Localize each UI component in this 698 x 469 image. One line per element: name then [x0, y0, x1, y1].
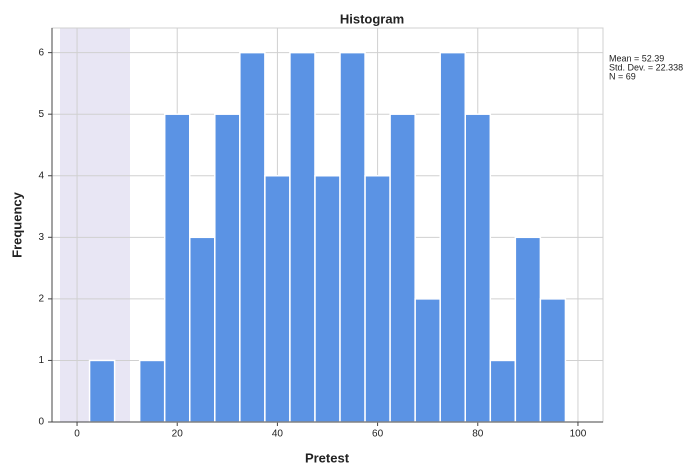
bar	[364, 175, 391, 423]
bar	[514, 236, 542, 423]
y-tick-label: 4	[38, 170, 44, 181]
bar	[189, 236, 216, 423]
y-tick-label: 5	[38, 109, 44, 120]
bar	[239, 51, 266, 423]
bar	[339, 51, 366, 423]
bar	[163, 113, 191, 423]
x-tick-label: 20	[172, 429, 184, 440]
x-tick-label: 0	[74, 429, 80, 440]
y-tick-label: 2	[38, 294, 44, 305]
bar	[289, 51, 316, 423]
chart-title: Histogram	[340, 11, 404, 26]
watermark-band	[60, 28, 130, 422]
bar	[138, 359, 166, 423]
bar	[264, 175, 291, 423]
bar	[389, 113, 416, 423]
bar	[489, 359, 517, 423]
y-tick-label: 3	[38, 232, 44, 243]
stat-text: Std. Dev. = 22.338	[609, 62, 683, 72]
x-tick-label: 100	[570, 429, 587, 440]
y-axis-label: Frequency	[9, 191, 24, 258]
x-axis-label: Pretest	[305, 450, 350, 465]
bar	[464, 113, 492, 423]
y-tick-label: 0	[38, 417, 44, 428]
x-tick-label: 80	[472, 429, 484, 440]
y-tick-label: 6	[38, 47, 44, 58]
bar	[214, 113, 241, 423]
bar	[414, 298, 441, 423]
stat-text: Mean = 52.39	[609, 53, 664, 63]
bar	[539, 298, 567, 423]
x-tick-label: 40	[272, 429, 284, 440]
x-tick-label: 60	[372, 429, 384, 440]
stat-text: N = 69	[609, 71, 636, 81]
bar	[439, 51, 467, 423]
bar	[88, 359, 116, 423]
bar	[314, 175, 341, 423]
y-tick-label: 1	[38, 355, 44, 366]
